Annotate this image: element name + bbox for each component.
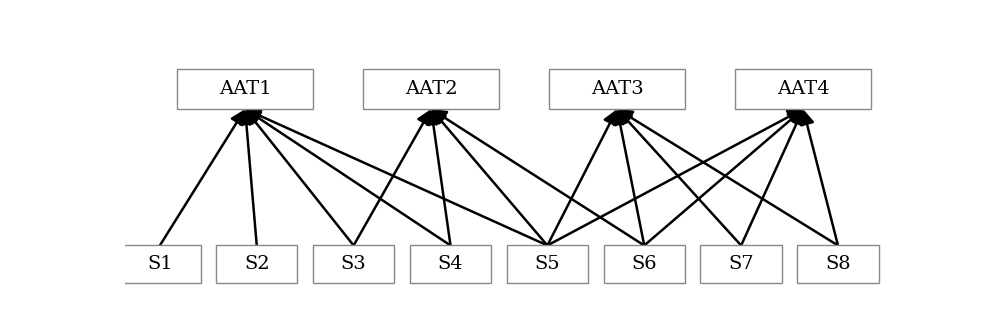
Text: S5: S5 (535, 255, 560, 273)
Text: S6: S6 (631, 255, 657, 273)
Text: S3: S3 (341, 255, 366, 273)
Text: S1: S1 (147, 255, 173, 273)
Text: S8: S8 (825, 255, 851, 273)
Text: S4: S4 (438, 255, 463, 273)
Text: S7: S7 (728, 255, 754, 273)
FancyBboxPatch shape (313, 245, 394, 283)
FancyBboxPatch shape (507, 245, 588, 283)
Text: AAT4: AAT4 (777, 80, 829, 98)
FancyBboxPatch shape (410, 245, 491, 283)
FancyBboxPatch shape (549, 69, 685, 109)
FancyBboxPatch shape (119, 245, 201, 283)
FancyBboxPatch shape (700, 245, 782, 283)
FancyBboxPatch shape (177, 69, 313, 109)
Text: AAT1: AAT1 (219, 80, 271, 98)
Text: AAT2: AAT2 (405, 80, 457, 98)
FancyBboxPatch shape (735, 69, 871, 109)
FancyBboxPatch shape (797, 245, 879, 283)
Text: S2: S2 (244, 255, 270, 273)
FancyBboxPatch shape (216, 245, 297, 283)
FancyBboxPatch shape (604, 245, 685, 283)
FancyBboxPatch shape (363, 69, 499, 109)
Text: AAT3: AAT3 (591, 80, 644, 98)
